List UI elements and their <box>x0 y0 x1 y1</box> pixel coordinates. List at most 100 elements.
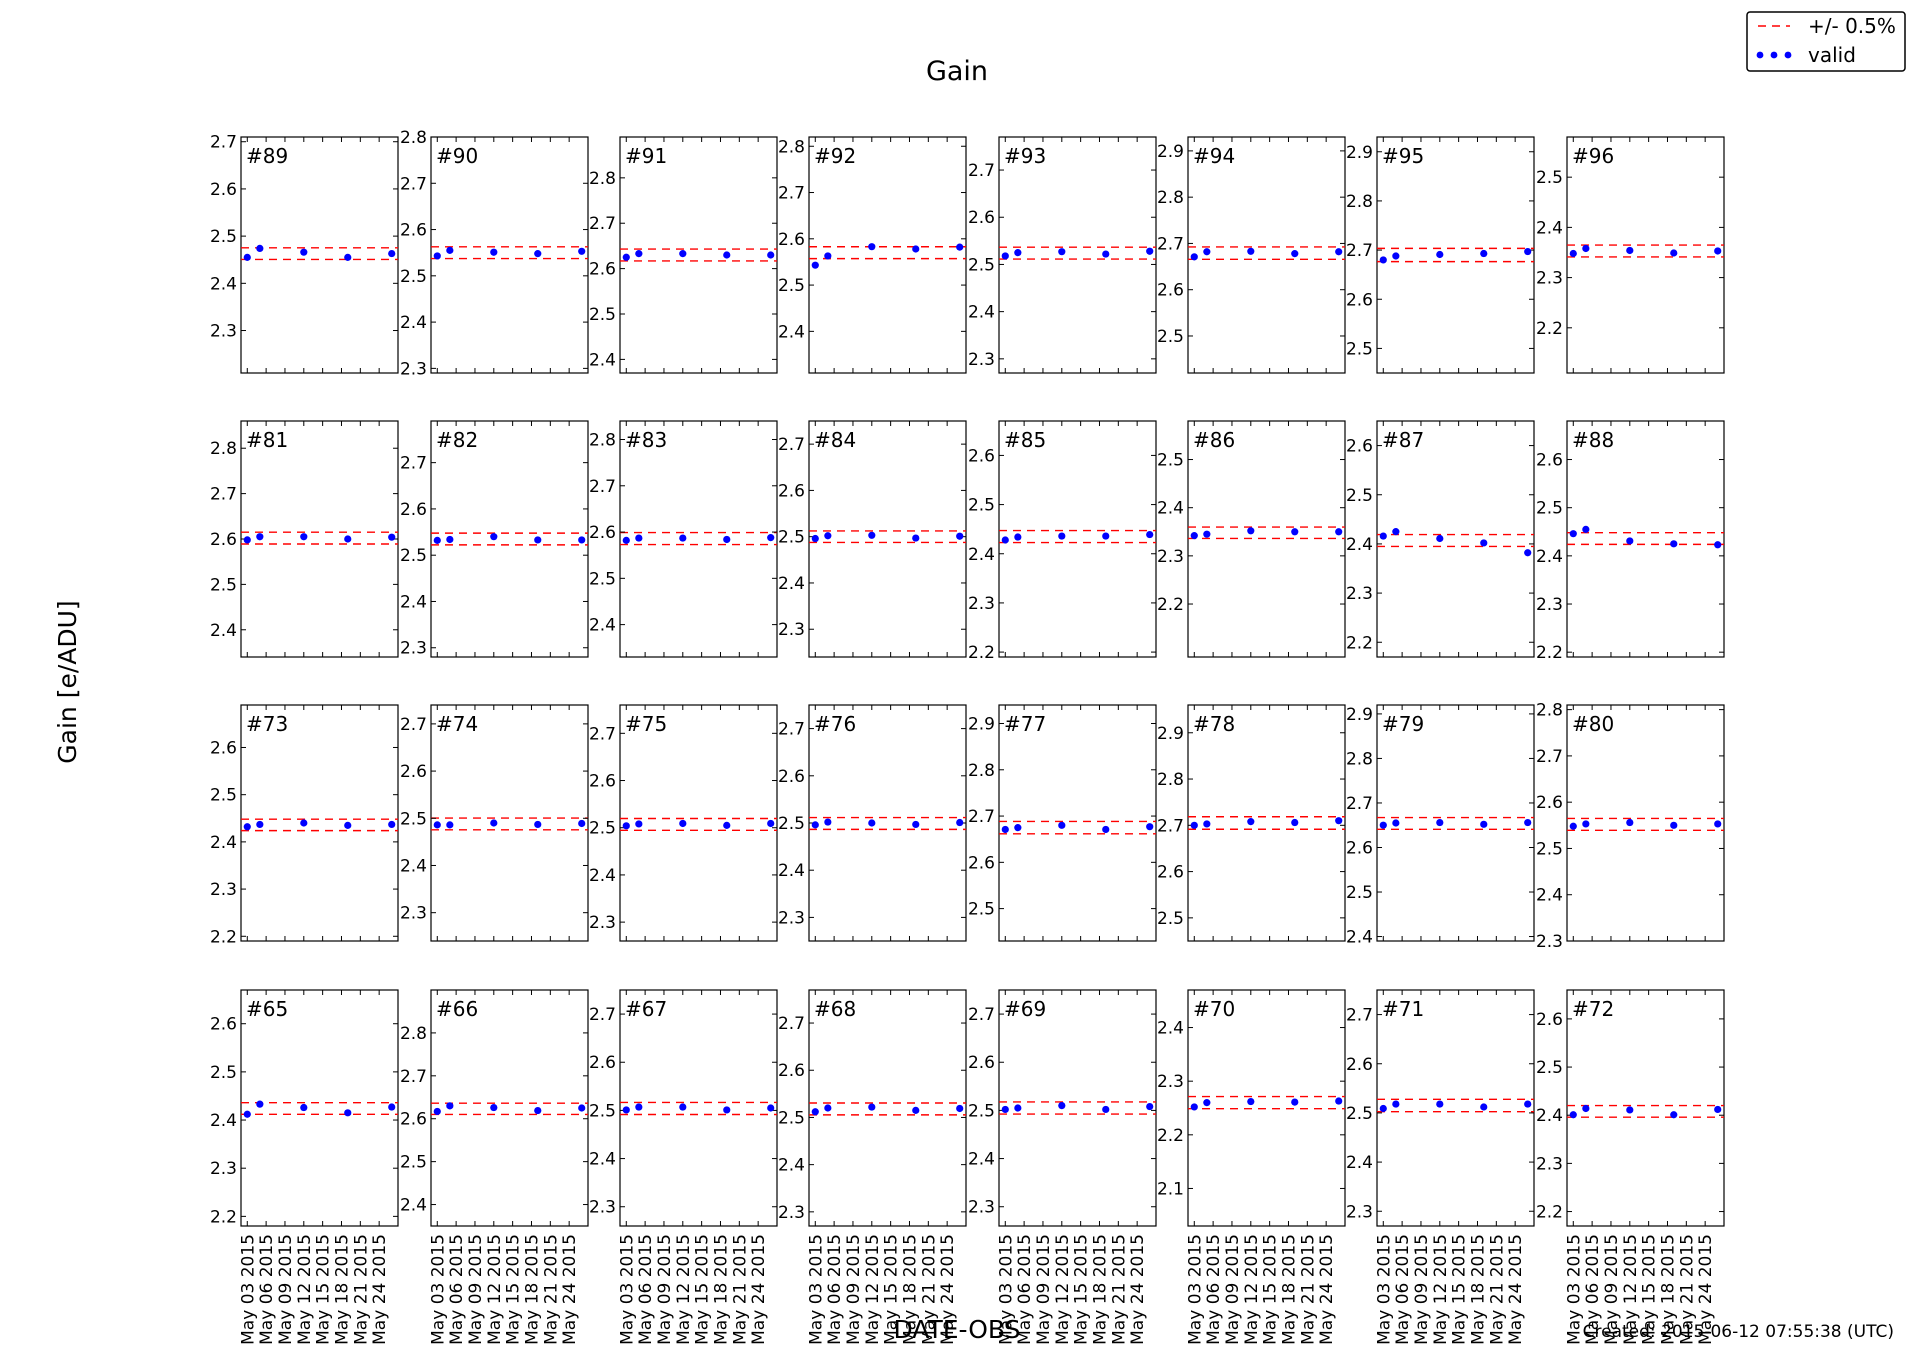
data-point <box>1190 821 1198 829</box>
data-point <box>256 244 264 252</box>
panel-label: #82 <box>436 428 478 452</box>
y-tick-label: 2.5 <box>400 546 427 566</box>
panel-frame <box>430 420 589 658</box>
panel-label: #93 <box>1004 144 1046 168</box>
y-tick-label: 2.5 <box>968 496 995 516</box>
data-point <box>635 820 643 828</box>
y-tick-label: 2.9 <box>1157 724 1184 744</box>
data-point <box>1392 819 1400 827</box>
y-tick-label: 2.7 <box>400 174 427 194</box>
y-tick-label: 2.3 <box>1346 1202 1373 1222</box>
y-tick-label: 2.2 <box>968 643 995 663</box>
data-point <box>1392 1100 1400 1108</box>
panel-93: 2.3 2.4 2.5 2.6 2.7 #93 <box>968 136 1157 374</box>
panel-label: #87 <box>1382 428 1424 452</box>
data-point <box>1524 549 1532 557</box>
panel-84: 2.3 2.4 2.5 2.6 2.7 #84 <box>778 420 967 658</box>
y-tick-label: 2.7 <box>400 1067 427 1087</box>
data-point <box>1436 818 1444 827</box>
data-point <box>1569 822 1577 830</box>
data-point <box>1146 530 1154 539</box>
panel-label: #67 <box>625 997 667 1021</box>
panel-frame <box>1566 989 1725 1227</box>
created-timestamp: Created: 2015-06-12 07:55:38 (UTC) <box>1583 1322 1894 1342</box>
data-point <box>344 253 352 261</box>
data-point <box>1582 525 1590 533</box>
y-tick-label: 2.8 <box>1157 770 1184 790</box>
data-point <box>243 823 251 831</box>
y-tick-label: 2.7 <box>1157 816 1184 836</box>
data-point <box>767 819 775 828</box>
panel-label: #78 <box>1193 712 1235 736</box>
y-tick-label: 2.5 <box>1346 1104 1373 1124</box>
data-point <box>868 819 876 827</box>
x-tick-label: May 21 2015 <box>1487 1234 1507 1345</box>
x-tick-label: May 24 2015 <box>938 1234 958 1345</box>
y-tick-label: 2.5 <box>1346 339 1373 359</box>
y-tick-label: 2.9 <box>1346 705 1373 725</box>
y-tick-label: 2.7 <box>400 715 427 735</box>
data-point <box>1247 527 1255 535</box>
data-point <box>723 1106 731 1114</box>
y-tick-label: 2.3 <box>778 908 805 928</box>
panel-76: 2.3 2.4 2.5 2.6 2.7 #76 <box>778 704 967 942</box>
data-point <box>1379 256 1387 264</box>
x-tick-label: May 03 2015 <box>1564 1234 1584 1345</box>
y-tick-label: 2.3 <box>210 322 237 342</box>
y-tick-label: 2.6 <box>589 1053 616 1073</box>
data-point <box>300 1103 308 1112</box>
data-point <box>433 252 441 260</box>
y-tick-label: 2.6 <box>778 481 805 501</box>
data-point <box>1014 533 1022 541</box>
data-point <box>912 820 920 829</box>
data-point <box>811 261 819 269</box>
data-point <box>1436 534 1444 543</box>
data-point <box>446 1102 454 1110</box>
data-point <box>1102 250 1110 258</box>
data-point <box>1714 1105 1722 1114</box>
panel-label: #91 <box>625 144 667 168</box>
y-tick-label: 2.5 <box>589 819 616 839</box>
panel-label: #94 <box>1193 144 1235 168</box>
panel-label: #72 <box>1572 997 1614 1021</box>
data-point <box>1392 252 1400 260</box>
panel-frame <box>619 420 778 658</box>
panel-frame <box>808 420 967 658</box>
panel-frame <box>240 989 399 1227</box>
legend-valid-label: valid <box>1808 43 1856 67</box>
y-tick-label: 2.6 <box>210 530 237 550</box>
y-tick-label: 2.5 <box>589 1101 616 1121</box>
y-tick-label: 2.3 <box>1536 932 1563 952</box>
x-tick-label: May 18 2015 <box>1658 1234 1678 1345</box>
data-point <box>1582 820 1590 828</box>
y-tick-label: 2.6 <box>210 180 237 200</box>
x-tick-label: May 21 2015 <box>1677 1234 1697 1345</box>
y-tick-label: 2.2 <box>1157 595 1184 615</box>
data-point <box>1335 528 1343 536</box>
data-point <box>256 820 264 829</box>
x-tick-label: May 12 2015 <box>1431 1234 1451 1345</box>
x-tick-label: May 18 2015 <box>522 1234 542 1345</box>
panel-91: 2.4 2.5 2.6 2.7 2.8 #91 <box>589 136 778 374</box>
y-tick-label: 2.5 <box>210 1063 237 1083</box>
x-tick-label: May 03 2015 <box>1374 1234 1394 1345</box>
y-tick-label: 2.8 <box>778 137 805 157</box>
panel-label: #83 <box>625 428 667 452</box>
panel-label: #75 <box>625 712 667 736</box>
panel-label: #92 <box>814 144 856 168</box>
panel-label: #80 <box>1572 712 1614 736</box>
x-tick-label: May 12 2015 <box>674 1234 694 1345</box>
data-point <box>1569 1111 1577 1119</box>
data-point <box>1247 247 1255 255</box>
x-tick-label: May 18 2015 <box>1279 1234 1299 1345</box>
y-tick-label: 2.3 <box>400 359 427 379</box>
data-point <box>679 250 687 258</box>
panel-frame <box>1376 989 1535 1227</box>
panel-label: #71 <box>1382 997 1424 1021</box>
y-tick-label: 2.5 <box>778 276 805 296</box>
panel-75: 2.3 2.4 2.5 2.6 2.7 #75 <box>589 704 778 942</box>
y-tick-label: 2.7 <box>210 485 237 505</box>
data-point <box>1190 253 1198 261</box>
